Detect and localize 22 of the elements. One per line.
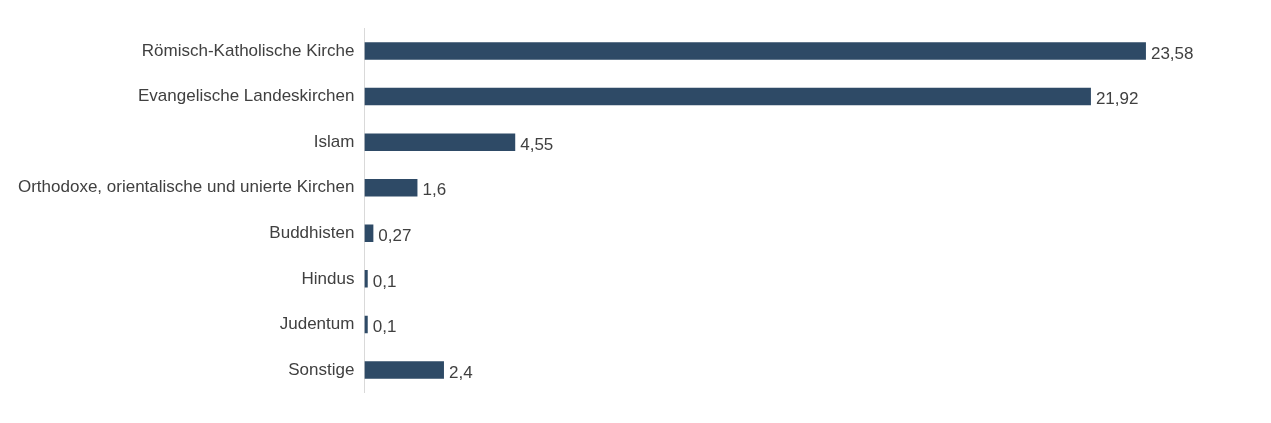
data-label: 2,4	[448, 362, 473, 382]
bar	[364, 42, 1146, 60]
data-label: 0,27	[378, 225, 412, 245]
y-tick-label: Orthodoxe, orientalische und unierte Kirchen	[17, 177, 355, 197]
bar	[364, 178, 418, 197]
bar	[364, 361, 444, 379]
y-tick-label: Evangelische Landeskirchen	[138, 86, 355, 106]
data-label: 0,1	[372, 271, 397, 291]
bar	[364, 270, 368, 288]
bar	[364, 133, 516, 151]
data-label: 23,58	[1150, 43, 1194, 63]
y-tick-label: Judentum	[279, 314, 355, 334]
y-tick-label: Hindus	[301, 268, 355, 288]
data-label: 21,92	[1095, 89, 1139, 109]
y-tick-label: Sonstige	[288, 359, 355, 379]
bar	[364, 87, 1091, 106]
data-label: 1,6	[422, 180, 447, 200]
data-label: 4,55	[520, 134, 554, 154]
data-label: 0,1	[372, 317, 397, 337]
y-tick-label: Römisch-Katholische Kirche	[141, 40, 355, 60]
y-tick-label: Islam	[313, 131, 355, 151]
y-tick-label: Buddhisten	[269, 222, 355, 242]
